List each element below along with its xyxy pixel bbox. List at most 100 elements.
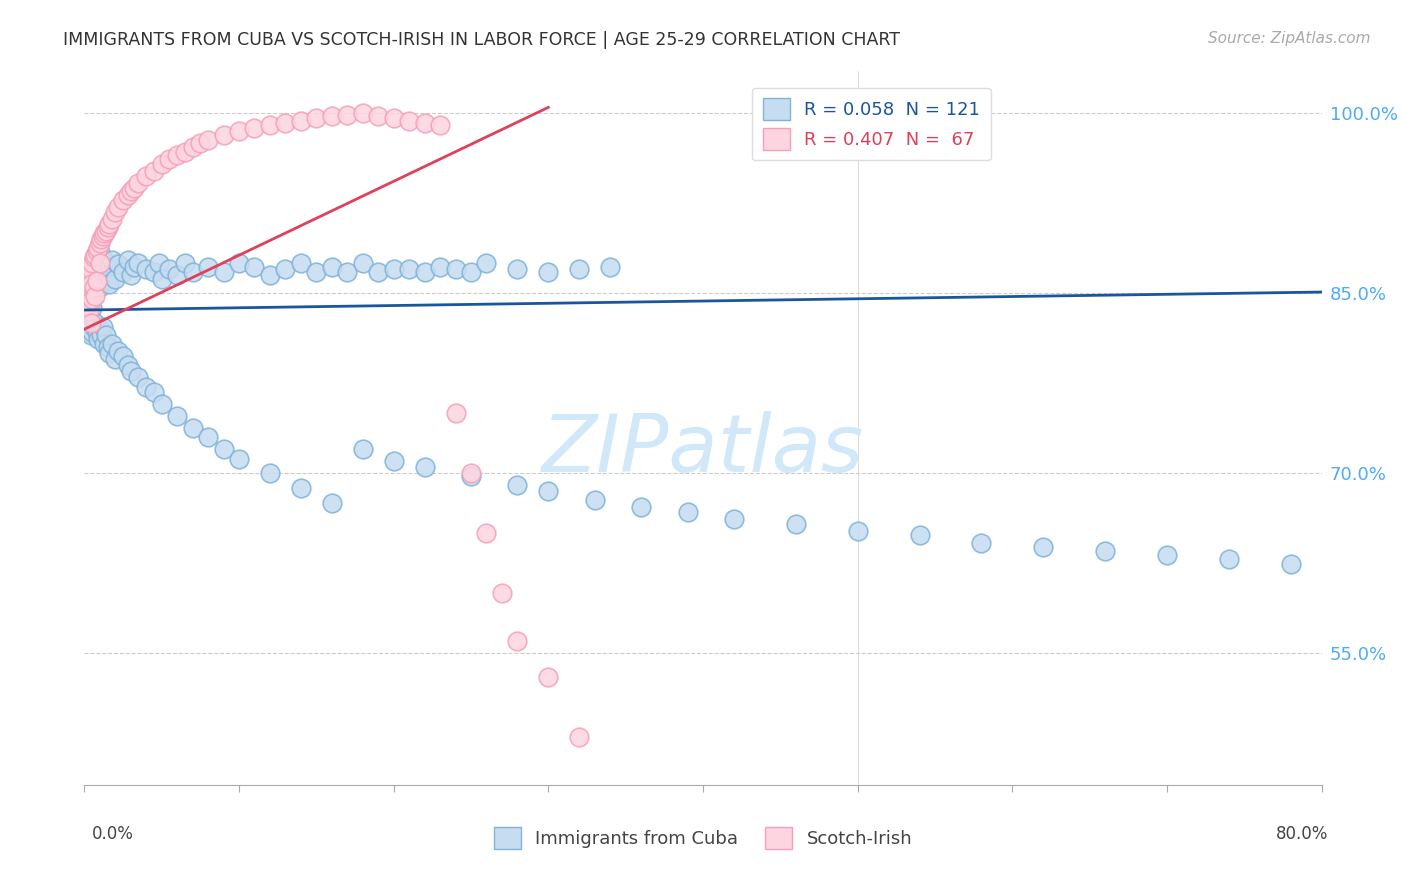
Point [112, 265, 135, 279]
Point [537, 484, 560, 499]
Point [79, 262, 101, 277]
Point [537, 265, 560, 279]
Point [367, 265, 389, 279]
Point [352, 106, 374, 120]
Point [89, 322, 111, 336]
Point [398, 262, 420, 277]
Point [1279, 558, 1302, 572]
Point [398, 113, 420, 128]
Point [583, 492, 606, 507]
Point [908, 528, 931, 542]
Point [475, 256, 498, 270]
Point [84, 280, 107, 294]
Point [475, 526, 498, 541]
Point [274, 262, 297, 277]
Point [104, 272, 127, 286]
Point [676, 504, 699, 518]
Point [83, 319, 105, 334]
Point [93, 227, 115, 241]
Text: 80.0%: 80.0% [1277, 825, 1329, 843]
Point [86, 244, 108, 259]
Point [77, 280, 100, 294]
Point [98, 346, 121, 360]
Point [76, 288, 98, 302]
Point [120, 268, 142, 283]
Point [107, 343, 129, 358]
Point [321, 109, 343, 123]
Point [107, 200, 129, 214]
Point [120, 364, 142, 378]
Point [76, 274, 98, 288]
Point [127, 176, 149, 190]
Point [86, 272, 108, 286]
Point [77, 272, 100, 286]
Point [89, 280, 111, 294]
Point [87, 266, 110, 280]
Point [568, 262, 591, 277]
Point [143, 384, 166, 399]
Point [460, 468, 482, 483]
Point [1156, 548, 1178, 562]
Point [90, 328, 112, 343]
Text: IMMIGRANTS FROM CUBA VS SCOTCH-IRISH IN LABOR FORCE | AGE 25-29 CORRELATION CHAR: IMMIGRANTS FROM CUBA VS SCOTCH-IRISH IN … [63, 31, 900, 49]
Point [83, 250, 105, 264]
Point [336, 107, 359, 121]
Point [429, 260, 451, 274]
Point [305, 265, 328, 279]
Point [91, 228, 114, 243]
Point [77, 304, 100, 318]
Point [429, 119, 451, 133]
Point [460, 265, 482, 279]
Point [96, 220, 118, 235]
Point [112, 349, 135, 363]
Point [76, 274, 98, 288]
Point [568, 730, 591, 744]
Point [382, 111, 405, 125]
Point [76, 298, 98, 312]
Point [90, 262, 112, 277]
Point [290, 481, 312, 495]
Point [101, 211, 124, 226]
Point [86, 274, 108, 288]
Point [166, 148, 188, 162]
Text: Source: ZipAtlas.com: Source: ZipAtlas.com [1208, 31, 1371, 46]
Text: 0.0%: 0.0% [91, 825, 134, 843]
Point [87, 332, 110, 346]
Point [491, 586, 513, 600]
Point [274, 116, 297, 130]
Point [159, 262, 180, 277]
Point [143, 265, 166, 279]
Point [107, 257, 129, 271]
Point [79, 277, 101, 291]
Point [197, 260, 219, 274]
Point [82, 283, 104, 297]
Point [84, 288, 107, 302]
Point [413, 460, 436, 475]
Point [723, 512, 745, 526]
Point [159, 152, 180, 166]
Point [122, 180, 145, 194]
Point [259, 119, 281, 133]
Legend: Immigrants from Cuba, Scotch-Irish: Immigrants from Cuba, Scotch-Irish [486, 820, 920, 856]
Point [77, 290, 100, 304]
Point [94, 224, 117, 238]
Point [630, 500, 652, 514]
Point [1218, 552, 1240, 566]
Point [83, 274, 105, 288]
Point [76, 280, 98, 294]
Point [93, 252, 115, 267]
Point [259, 268, 281, 283]
Point [82, 325, 104, 339]
Point [970, 535, 993, 549]
Point [79, 316, 101, 330]
Point [166, 409, 188, 423]
Point [75, 284, 97, 298]
Point [1032, 541, 1054, 555]
Point [117, 252, 139, 267]
Point [143, 164, 166, 178]
Point [135, 169, 157, 183]
Point [79, 268, 101, 283]
Point [90, 232, 112, 246]
Point [89, 245, 111, 260]
Point [82, 292, 104, 306]
